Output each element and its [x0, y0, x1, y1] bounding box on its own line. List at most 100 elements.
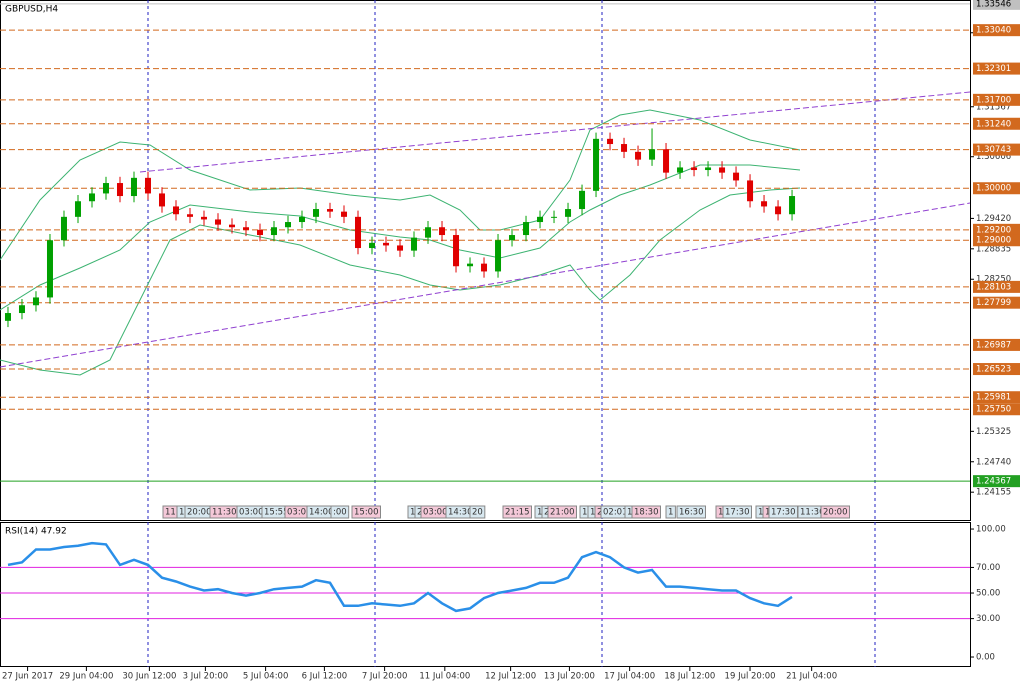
time-tag: 1	[668, 508, 673, 518]
level-box	[973, 280, 1020, 293]
candle-body	[60, 216, 67, 241]
candle-body	[579, 190, 586, 210]
candle-body	[214, 219, 221, 225]
candle-body	[46, 240, 53, 298]
candle-body	[88, 193, 95, 202]
level-box	[973, 296, 1020, 309]
level-box	[973, 24, 1020, 37]
time-tag: 1	[718, 508, 723, 518]
time-tag-box	[502, 505, 532, 519]
x-tick-label: 3 Jul 20:00	[183, 672, 229, 682]
time-tag: 1	[627, 508, 632, 518]
candle-body	[705, 167, 712, 171]
level-label: 1.33546	[976, 0, 1011, 9]
candle-body	[172, 206, 179, 215]
candle-body	[74, 201, 81, 217]
candle-body	[425, 227, 432, 238]
level-label: 1.30000	[976, 184, 1011, 194]
time-tag: 2	[597, 508, 602, 518]
trendlines	[0, 91, 971, 368]
time-tag: 1	[582, 508, 587, 518]
candle-body	[663, 149, 670, 173]
rsi-line	[7, 541, 793, 613]
level-label: 1.31700	[976, 95, 1011, 105]
level-label: 1.29000	[976, 236, 1011, 246]
y-tick-label: 1.25325	[976, 427, 1011, 437]
rsi-tick-label: 100.00	[976, 525, 1006, 535]
time-tag: 1	[590, 508, 595, 518]
candle-body	[635, 151, 642, 160]
time-tag: 18:30	[634, 508, 659, 518]
candle-body	[228, 224, 235, 228]
y-tick-label: 1.29420	[976, 214, 1011, 224]
rsi-panel	[0, 522, 971, 667]
x-tick-label: 18 Jul 12:00	[664, 672, 715, 682]
x-tick-label: 6 Jul 12:00	[302, 672, 348, 682]
main-panel	[0, 0, 971, 521]
candle-body	[341, 211, 348, 217]
level-box	[973, 223, 1020, 236]
time-tag: 03:00	[423, 508, 448, 518]
candle-body	[243, 227, 250, 230]
x-tick-label: 30 Jun 12:00	[122, 672, 176, 682]
candle-body	[327, 209, 334, 212]
candle-body	[747, 180, 754, 202]
time-tag-box	[330, 505, 350, 519]
rsi-tick-label: 50.00	[976, 589, 1000, 599]
candle-body	[719, 167, 726, 173]
trendline	[139, 91, 971, 173]
level-label: 1.24367	[976, 477, 1011, 487]
time-tag-box	[820, 505, 850, 519]
candle-body	[523, 222, 530, 236]
candle-body	[299, 216, 306, 223]
time-tag-box	[469, 505, 486, 519]
rsi-title: RSI(14) 47.92	[5, 527, 67, 537]
candle-body	[621, 144, 628, 152]
x-tick-label: 7 Jul 20:00	[362, 672, 408, 682]
y-tick-label: 1.24155	[976, 488, 1011, 498]
candle-body	[285, 222, 292, 228]
candle-body	[593, 138, 600, 191]
time-tag-box	[351, 505, 381, 519]
time-tag: 20	[472, 508, 483, 518]
lower-band	[0, 187, 801, 376]
candle-body	[495, 240, 502, 272]
time-tag: 1	[765, 508, 770, 518]
rsi-tick-label: 30.00	[976, 614, 1000, 624]
candle-body	[397, 245, 404, 251]
x-tick-label: 5 Jul 04:00	[243, 672, 289, 682]
level-box	[973, 391, 1020, 404]
level-label: 1.33040	[976, 26, 1011, 36]
time-tag: 15:55	[264, 508, 289, 518]
candle-body	[761, 201, 768, 207]
y-tick-label: 1.28250	[976, 275, 1011, 285]
time-tag: 20:00	[823, 508, 848, 518]
candle-body	[200, 216, 207, 220]
candle-body	[453, 235, 460, 267]
candle-body	[733, 172, 740, 181]
time-tag: :00	[333, 508, 347, 518]
candle-body	[649, 149, 656, 160]
time-tag: 11:	[165, 508, 179, 518]
rsi-tick-label: 0.00	[976, 653, 995, 663]
candle-body	[158, 193, 165, 207]
candle-body	[32, 297, 39, 306]
candle-body	[691, 167, 698, 171]
time-tag: 17:30	[725, 508, 750, 518]
time-tag: 03:00	[239, 508, 264, 518]
time-tag: 1	[537, 508, 542, 518]
time-tag: 17:30	[771, 508, 796, 518]
level-box	[973, 0, 1020, 10]
y-tick-label: 1.28835	[976, 244, 1011, 254]
level-label: 1.25750	[976, 405, 1011, 415]
time-tag-box	[722, 505, 752, 519]
level-label: 1.27799	[976, 298, 1011, 308]
candle-body	[565, 209, 572, 217]
candle-body	[144, 177, 151, 194]
x-tick-label: 19 Jul 20:00	[725, 672, 776, 682]
level-label: 1.30743	[976, 145, 1011, 155]
time-tag: 16:30	[679, 508, 704, 518]
rsi-tick-label: 70.00	[976, 563, 1000, 573]
